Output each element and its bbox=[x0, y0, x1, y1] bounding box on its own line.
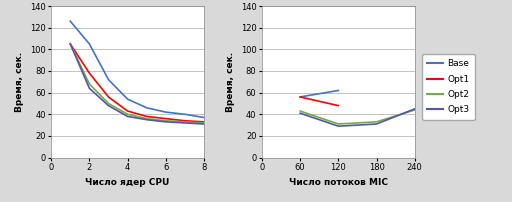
Y-axis label: Время, сек.: Время, сек. bbox=[226, 52, 235, 112]
Legend: Base, Opt1, Opt2, Opt3: Base, Opt1, Opt2, Opt3 bbox=[422, 54, 475, 120]
X-axis label: Число ядер CPU: Число ядер CPU bbox=[86, 178, 170, 187]
X-axis label: Число потоков MIC: Число потоков MIC bbox=[289, 178, 388, 187]
Y-axis label: Время, сек.: Время, сек. bbox=[15, 52, 25, 112]
